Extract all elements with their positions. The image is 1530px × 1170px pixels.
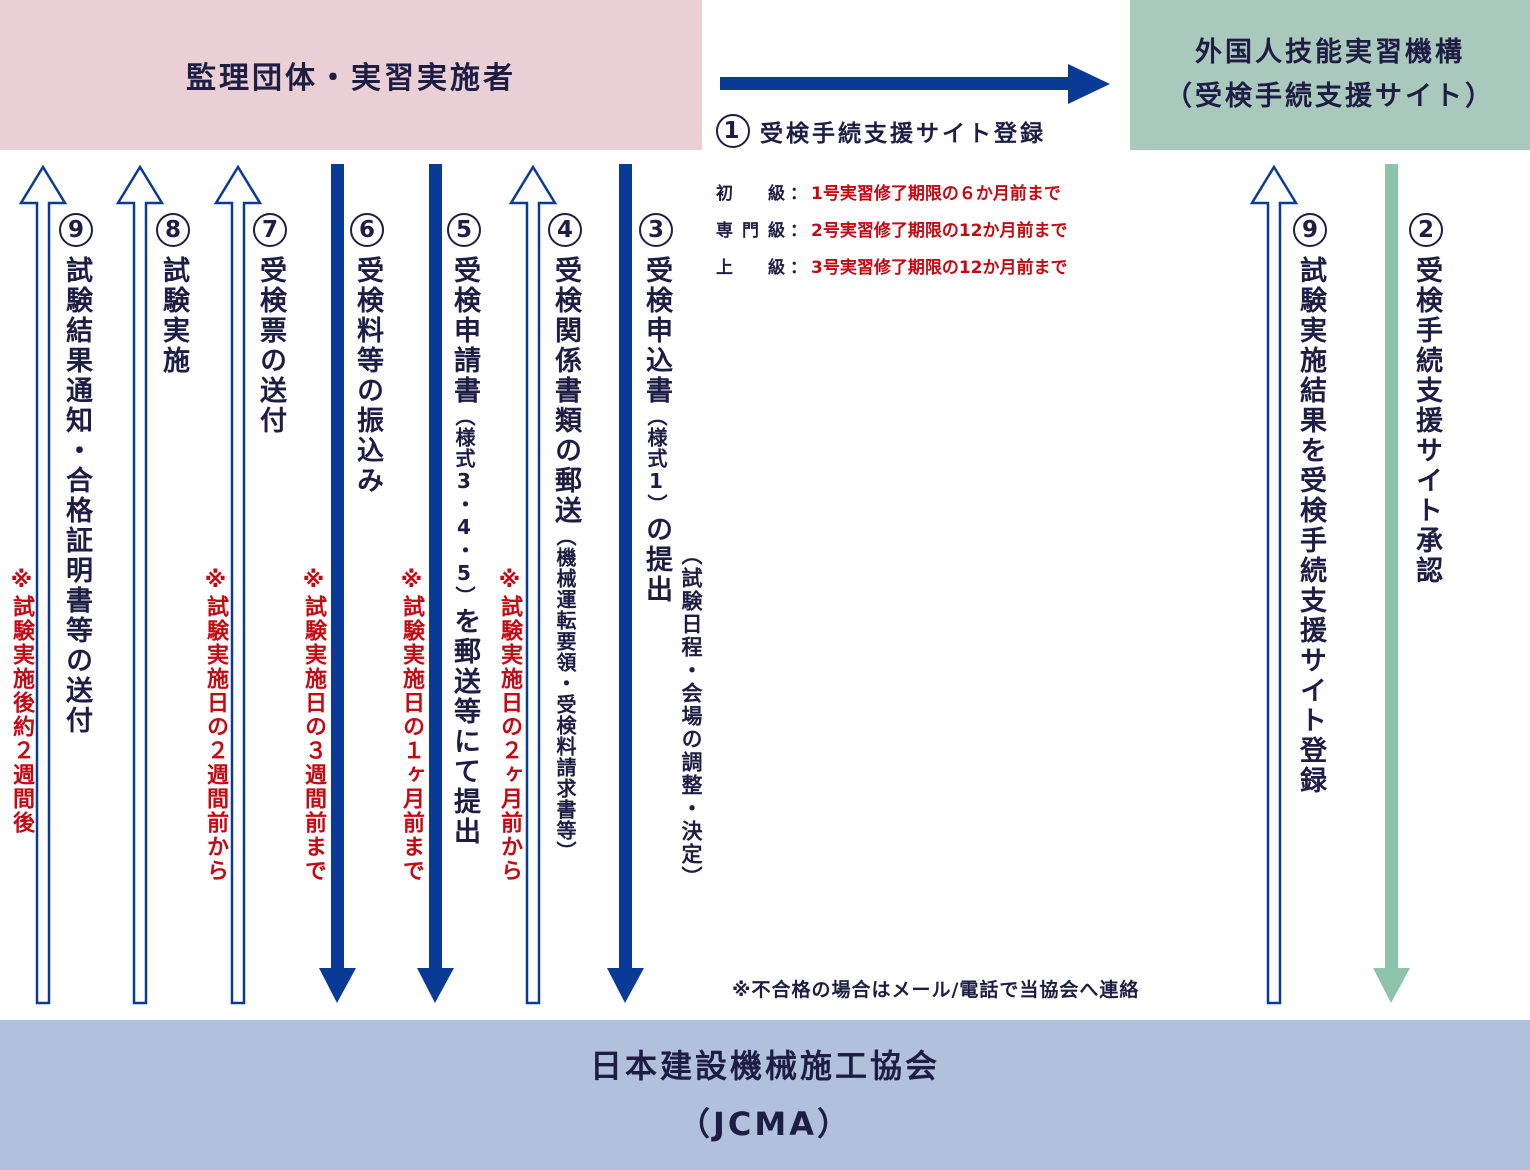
step5-label: 受検申請書（様式3・4・5）を郵送等にて提出 [449, 256, 480, 847]
org-box: 監理団体・実習実施者 [0, 0, 702, 150]
step1-number: 1 [716, 114, 750, 148]
oti-box: 外国人技能実習機構 （受検手続支援サイト） [1130, 0, 1530, 150]
step7-number: 7 [253, 213, 287, 247]
grade-row-advanced: 上 級： 3号実習修了期限の12か月前まで [716, 253, 1068, 278]
oti-label: 外国人技能実習機構 [1195, 37, 1465, 68]
grade-level: 上 級 [716, 258, 786, 278]
grade-deadline: 1号実習修了期限の６か月前まで [811, 184, 1061, 204]
arrow-step8-up [115, 164, 165, 1005]
grade-row-specialist: 専門級： 2号実習修了期限の12か月前まで [716, 216, 1068, 241]
step7-note: ※試験実施日の２週間前から [203, 568, 228, 883]
step9a-note: ※試験実施後約２週間後 [9, 568, 34, 835]
grade-row-beginner: 初 級： 1号実習修了期限の６か月前まで [716, 179, 1061, 204]
step9a-number: 9 [59, 213, 93, 247]
step4-number: 4 [548, 213, 582, 247]
arrow-step9a-up [18, 164, 68, 1005]
step5-note: ※試験実施日の１ヶ月前まで [399, 568, 424, 883]
step6-number: 6 [350, 213, 384, 247]
step4-label: 受検関係書類の郵送（機械運転要領・受検料請求書等） [550, 256, 581, 862]
step6-label: 受検料等の振込み [352, 256, 383, 496]
step3-number: 3 [639, 213, 673, 247]
jcma-label: 日本建設機械施工協会 [589, 1047, 940, 1085]
step8-number: 8 [156, 213, 190, 247]
fail-note: ※不合格の場合はメール/電話で当協会へ連絡 [732, 979, 1140, 1001]
jcma-box: 日本建設機械施工協会 （JCMA） [0, 1020, 1530, 1170]
step8-label: 試験実施 [158, 256, 189, 376]
step5-number: 5 [447, 213, 481, 247]
step9a-label: 試験結果通知・合格証明書等の送付 [61, 256, 92, 736]
step9b-label: 試験実施結果を受検手続支援サイト登録 [1295, 256, 1326, 796]
step1-heading: 1 受検手続支援サイト登録 [716, 114, 1046, 148]
step2-label: 受検手続支援サイト承認 [1411, 256, 1442, 586]
step7-label: 受検票の送付 [255, 256, 286, 436]
org-label: 監理団体・実習実施者 [186, 61, 516, 96]
oti-sublabel: （受検手続支援サイト） [1165, 81, 1495, 112]
arrow-step1 [720, 64, 1110, 104]
step4-note: ※試験実施日の２ヶ月前から [497, 568, 522, 883]
grade-deadline: 3号実習修了期限の12か月前まで [811, 258, 1068, 278]
step3-sublabel: （試験日程・会場の調整・決定） [679, 544, 703, 889]
arrow-step2-down [1373, 164, 1410, 1003]
arrow-step7-up [213, 164, 263, 1005]
step1-label: 受検手続支援サイト登録 [760, 121, 1046, 147]
arrow-step4-up [508, 164, 558, 1005]
grade-deadline: 2号実習修了期限の12か月前まで [811, 221, 1068, 241]
step2-number: 2 [1409, 213, 1443, 247]
jcma-sublabel: （JCMA） [677, 1105, 852, 1143]
step3-label: 受検申込書（様式1）の提出 [641, 256, 672, 605]
arrow-step3-down [607, 164, 644, 1003]
arrow-step5-down [417, 164, 454, 1003]
arrow-step6-down [319, 164, 356, 1003]
step9b-number: 9 [1293, 213, 1327, 247]
grade-level: 専門級 [716, 221, 786, 241]
arrow-step9b-up [1249, 164, 1299, 1005]
grade-level: 初 級 [716, 184, 786, 204]
step6-note: ※試験実施日の３週間前まで [301, 568, 326, 883]
